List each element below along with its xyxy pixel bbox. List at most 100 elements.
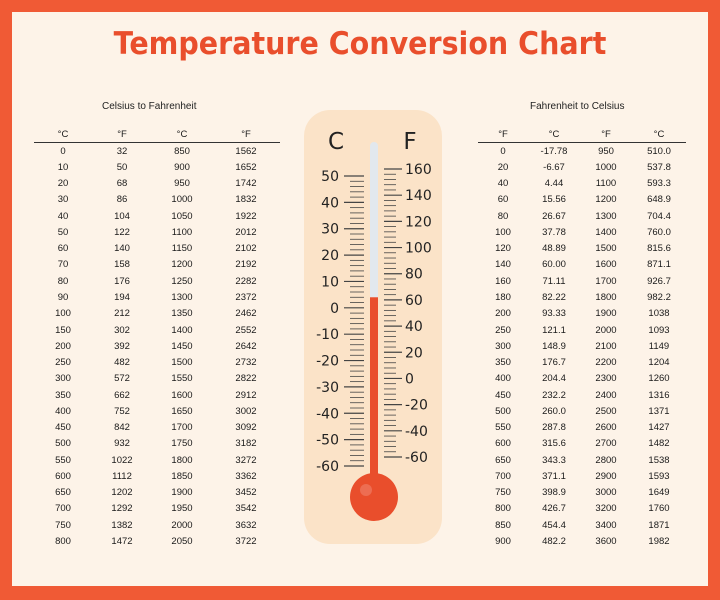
table-cell: 3400 bbox=[595, 519, 617, 531]
table-cell: 1500 bbox=[171, 357, 193, 369]
table-cell: 850 bbox=[174, 145, 190, 157]
table-cell: 1562 bbox=[235, 145, 257, 157]
table-row: 700 371.1 2900 1593 bbox=[478, 468, 686, 484]
table-row: 400 752 1650 3002 bbox=[34, 403, 280, 419]
table-cell: 1382 bbox=[111, 519, 133, 531]
table-cell: 752 bbox=[114, 405, 130, 417]
table-row: 550 1022 1800 3272 bbox=[34, 452, 280, 468]
table-cell: 550 bbox=[55, 454, 71, 466]
table-cell: 900 bbox=[495, 536, 511, 547]
table-cell: 1482 bbox=[648, 438, 670, 450]
table-cell: 700 bbox=[495, 470, 511, 482]
table-cell: 1050 bbox=[171, 210, 193, 222]
table-row: 20 68 950 1742 bbox=[34, 176, 280, 192]
table-cell: 648.9 bbox=[647, 194, 671, 206]
celsius-scale-label: -10 bbox=[316, 327, 339, 343]
table-row: 800 426.7 3200 1760 bbox=[478, 501, 686, 517]
table-cell: 1832 bbox=[235, 194, 257, 206]
table-cell: 800 bbox=[495, 503, 511, 515]
table-cell: 148.9 bbox=[542, 340, 566, 352]
table-cell: 68 bbox=[116, 178, 128, 190]
table-cell: 1982 bbox=[648, 536, 670, 547]
celsius-scale-label: 40 bbox=[321, 195, 339, 211]
table-cell: 180 bbox=[495, 292, 511, 304]
table-cell: 1292 bbox=[111, 503, 133, 515]
table-cell: 20 bbox=[57, 178, 69, 190]
table-cell: 426.7 bbox=[542, 503, 566, 515]
table-cell: 2012 bbox=[235, 226, 257, 238]
table-row: 800 1472 2050 3722 bbox=[34, 533, 280, 549]
fahrenheit-scale-label: 20 bbox=[405, 345, 423, 361]
table-row: 100 37.78 1400 760.0 bbox=[478, 224, 686, 240]
table-cell: 500 bbox=[55, 438, 71, 450]
table-row: 0 32 850 1562 bbox=[34, 143, 280, 160]
table-cell: 26.67 bbox=[542, 210, 566, 222]
table-cell: 2050 bbox=[171, 536, 193, 547]
table-cell: 10 bbox=[57, 161, 69, 173]
table-cell: -6.67 bbox=[543, 161, 565, 173]
table-cell: 20 bbox=[497, 161, 509, 173]
table-row: 550 287.8 2600 1427 bbox=[478, 420, 686, 436]
table-row: 40 104 1050 1922 bbox=[34, 208, 280, 224]
table-cell: 2500 bbox=[595, 405, 617, 417]
table-cell: 60.00 bbox=[542, 259, 566, 271]
table-cell: 3600 bbox=[595, 536, 617, 547]
table-cell: 1922 bbox=[235, 210, 257, 222]
table-cell: 2102 bbox=[235, 243, 257, 255]
table-cell: 1204 bbox=[648, 357, 670, 369]
table-row: 750 398.9 3000 1649 bbox=[478, 485, 686, 501]
table-cell: 950 bbox=[174, 178, 190, 190]
table-cell: 593.3 bbox=[647, 178, 671, 190]
table-cell: 122 bbox=[114, 226, 130, 238]
column-header: °C bbox=[632, 126, 686, 143]
table-cell: 194 bbox=[114, 292, 130, 304]
table-cell: 800 bbox=[55, 536, 71, 547]
table-cell: 1500 bbox=[595, 243, 617, 255]
table-cell: 2732 bbox=[235, 357, 257, 369]
fahrenheit-scale-label: 40 bbox=[405, 319, 423, 335]
table-cell: 392 bbox=[114, 340, 130, 352]
table-cell: 232.2 bbox=[542, 389, 566, 401]
fahrenheit-scale-label: -60 bbox=[405, 450, 428, 466]
fahrenheit-scale-label: 80 bbox=[405, 267, 423, 283]
thermometer-liquid bbox=[370, 297, 378, 498]
table-cell: 3632 bbox=[235, 519, 257, 531]
table-cell: 204.4 bbox=[542, 373, 566, 385]
table-cell: 900 bbox=[174, 161, 190, 173]
table-cell: 200 bbox=[495, 308, 511, 320]
table-cell: 1000 bbox=[595, 161, 617, 173]
table-cell: 1316 bbox=[648, 389, 670, 401]
celsius-scale-label: -60 bbox=[316, 459, 339, 475]
table-cell: 3272 bbox=[235, 454, 257, 466]
table-cell: 80 bbox=[57, 275, 69, 287]
fahrenheit-scale-label: 0 bbox=[405, 371, 414, 387]
table-cell: 1750 bbox=[171, 438, 193, 450]
table-cell: 1760 bbox=[648, 503, 670, 515]
column-header: °F bbox=[92, 126, 152, 143]
table-cell: 1100 bbox=[171, 226, 193, 238]
table-row: 500 932 1750 3182 bbox=[34, 436, 280, 452]
table-cell: 80 bbox=[497, 210, 509, 222]
table-cell: 2700 bbox=[595, 438, 617, 450]
table-cell: 1022 bbox=[111, 454, 133, 466]
table-cell: 950 bbox=[598, 145, 614, 157]
table-cell: 37.78 bbox=[542, 226, 566, 238]
table-cell: 1900 bbox=[595, 308, 617, 320]
table-cell: 510.0 bbox=[647, 145, 671, 157]
table-cell: 842 bbox=[114, 422, 130, 434]
table-row: 150 302 1400 2552 bbox=[34, 322, 280, 338]
celsius-scale-label: 20 bbox=[321, 248, 339, 264]
table-cell: 1593 bbox=[648, 470, 670, 482]
table-cell: 315.6 bbox=[542, 438, 566, 450]
table-row: 600 315.6 2700 1482 bbox=[478, 436, 686, 452]
table-cell: 398.9 bbox=[542, 487, 566, 499]
celsius-scale-label: 0 bbox=[330, 301, 339, 317]
table-cell: 350 bbox=[55, 389, 71, 401]
table-cell: 48.89 bbox=[542, 243, 566, 255]
table-cell: 1550 bbox=[171, 373, 193, 385]
celsius-scale-label: -30 bbox=[316, 380, 339, 396]
table-row: 300 148.9 2100 1149 bbox=[478, 338, 686, 354]
table-header-row: °F °C °F °C bbox=[478, 126, 686, 143]
table-row: 50 122 1100 2012 bbox=[34, 224, 280, 240]
table-cell: 160 bbox=[495, 275, 511, 287]
